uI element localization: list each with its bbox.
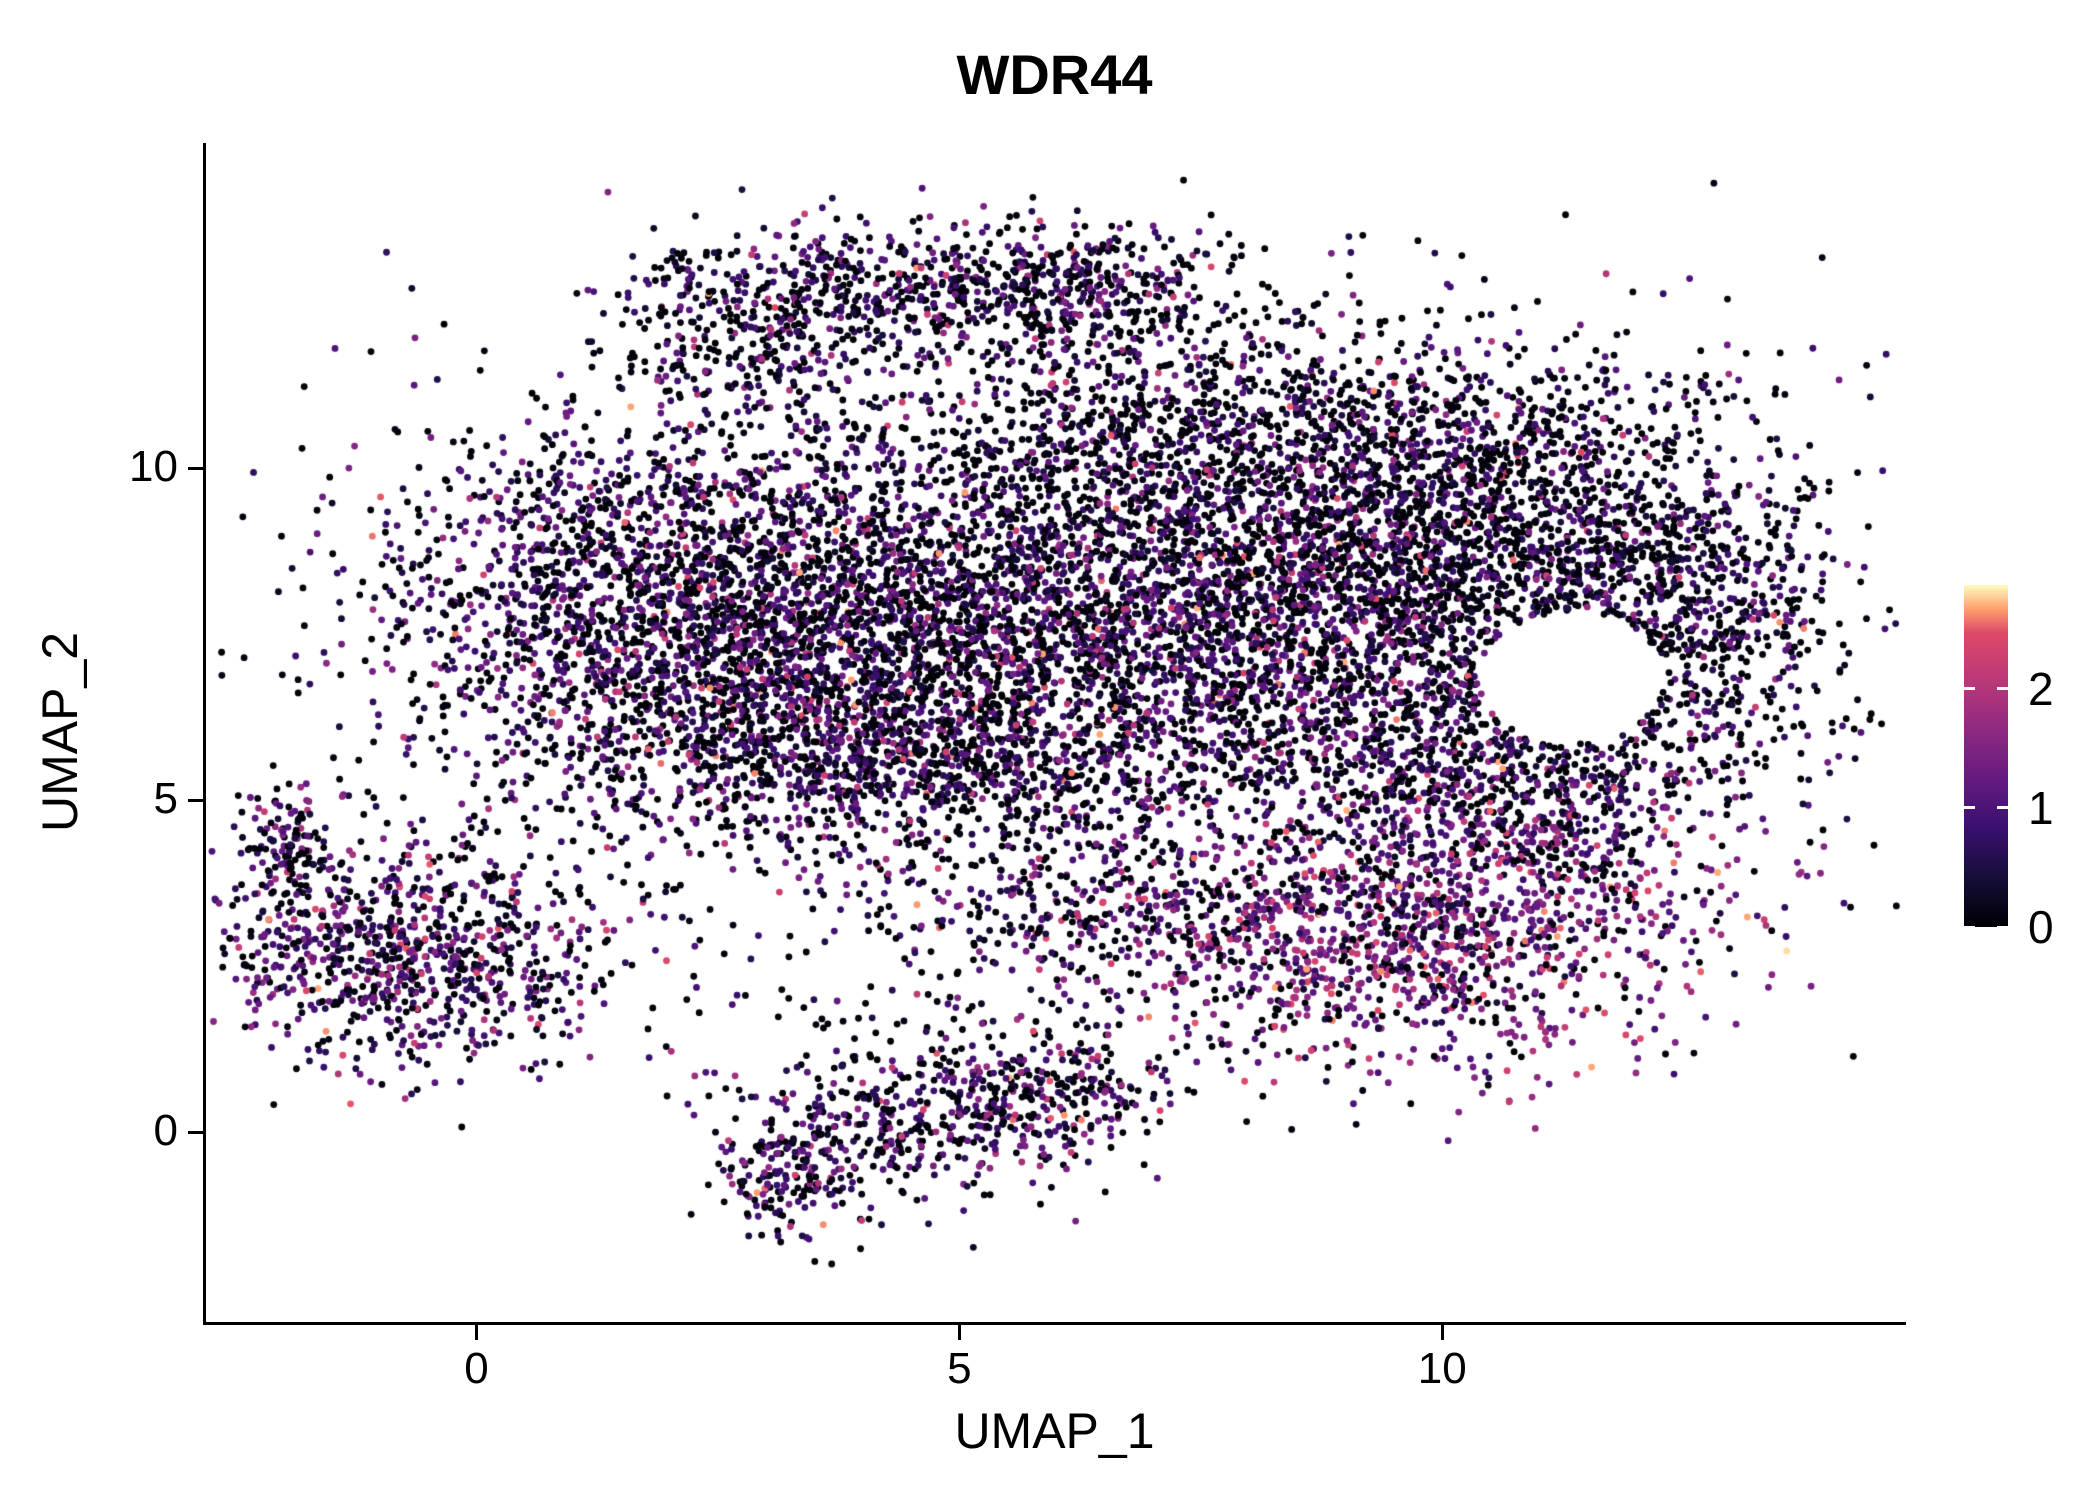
y-tick-label: 0 [153, 1106, 178, 1156]
x-tick-label: 0 [464, 1344, 489, 1393]
x-tick-mark [474, 1325, 478, 1340]
colorbar-tick-label: 2 [2028, 662, 2054, 715]
y-axis-label: UMAP_2 [32, 631, 88, 833]
y-tick-mark [188, 1130, 203, 1134]
colorbar-tick-mark [1964, 687, 1975, 691]
y-axis-line [203, 143, 206, 1325]
colorbar-legend: 0 1 2 [1964, 585, 2100, 953]
colorbar-tick-mark [1964, 806, 1975, 810]
y-tick-label: 5 [153, 774, 178, 824]
x-tick-mark [957, 1325, 961, 1340]
colorbar-tick-mark [1997, 925, 2008, 929]
colorbar-tick-label: 1 [2028, 781, 2054, 834]
y-tick-mark [188, 798, 203, 802]
colorbar-tick-label: 0 [2028, 901, 2054, 953]
x-tick-mark [1440, 1325, 1444, 1340]
y-tick-label: 10 [129, 442, 178, 492]
colorbar-tick-mark [1997, 687, 2008, 691]
x-axis-label: UMAP_1 [954, 1403, 1155, 1459]
colorbar-tick-mark [1997, 806, 2008, 810]
y-tick-mark [188, 466, 203, 470]
colorbar-tick-mark [1964, 925, 1975, 929]
colorbar-gradient [1964, 585, 2008, 927]
x-axis-line [203, 1322, 1906, 1325]
x-tick-label: 5 [947, 1344, 972, 1393]
x-tick-label: 10 [1417, 1344, 1467, 1393]
